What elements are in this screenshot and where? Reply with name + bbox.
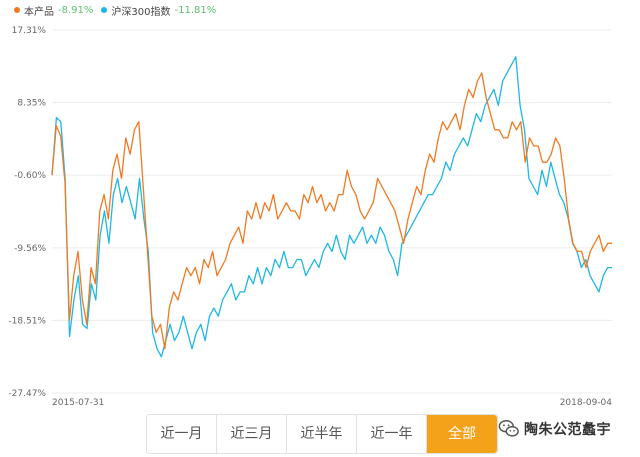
wechat-logo-icon	[498, 420, 519, 437]
legend-dot-product	[14, 7, 20, 13]
range-6m-button[interactable]: 近半年	[287, 415, 357, 453]
time-range-selector: 近一月 近三月 近半年 近一年 全部	[146, 414, 498, 454]
legend-label-index: 沪深300指数	[111, 6, 171, 18]
watermark-text: 陶朱公范蠡宇	[524, 422, 611, 438]
y-tick-label: -0.60%	[14, 171, 46, 181]
legend-value-index: -11.81%	[174, 4, 217, 16]
y-tick-label: -18.51%	[8, 316, 46, 326]
x-axis-ticks: 2015-07-31 2018-09-04	[52, 398, 612, 408]
series-line-index	[51, 56, 612, 358]
legend-value-product: -8.91%	[58, 4, 94, 16]
legend-label-product: 本产品	[24, 6, 54, 18]
range-1m-button[interactable]: 近一月	[147, 415, 217, 453]
range-1y-button[interactable]: 近一年	[357, 415, 427, 453]
chart-legend: 本产品 -8.91% 沪深300指数 -11.81%	[14, 2, 224, 18]
x-tick-label: 2015-07-31	[52, 398, 104, 408]
legend-dot-index	[101, 7, 108, 13]
chart-series	[51, 56, 612, 358]
range-3m-button[interactable]: 近三月	[217, 415, 287, 453]
y-tick-label: -9.56%	[14, 244, 46, 254]
y-axis-ticks: 17.31% 8.35% -0.60% -9.56% -18.51% -27.47%	[8, 26, 46, 399]
legend-item-product[interactable]: 本产品 -8.91%	[14, 3, 93, 18]
y-tick-label: -27.47%	[8, 389, 46, 399]
x-tick-label: 2018-09-04	[560, 398, 613, 408]
y-tick-label: 8.35%	[17, 99, 46, 109]
chart-grid	[52, 29, 612, 394]
series-line-product	[51, 72, 612, 350]
line-chart: 17.31% 8.35% -0.60% -9.56% -18.51% -27.47% 20…	[8, 26, 612, 408]
range-all-button[interactable]: 全部	[427, 415, 497, 453]
legend-item-index[interactable]: 沪深300指数 -11.81%	[101, 3, 216, 18]
watermark: 陶朱公范蠡宇	[498, 418, 611, 440]
y-tick-label: 17.31%	[12, 26, 47, 36]
